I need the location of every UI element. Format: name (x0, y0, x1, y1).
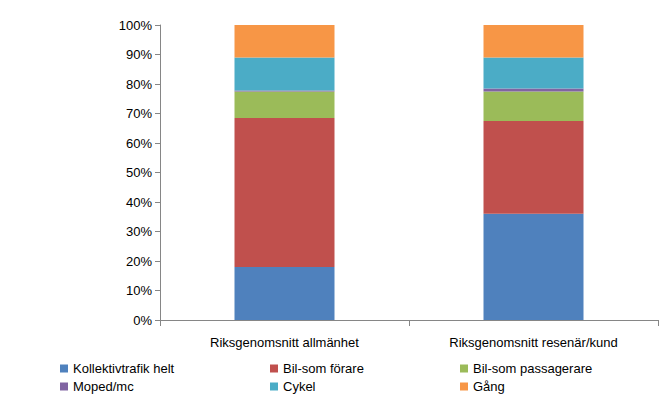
svg-text:Gång: Gång (473, 379, 505, 394)
svg-text:Cykel: Cykel (283, 379, 316, 394)
svg-text:50%: 50% (126, 165, 152, 180)
svg-text:Moped/mc: Moped/mc (73, 379, 134, 394)
svg-text:Kollektivtrafik helt: Kollektivtrafik helt (73, 361, 175, 376)
svg-text:Bil-som passagerare: Bil-som passagerare (473, 361, 592, 376)
svg-text:70%: 70% (126, 106, 152, 121)
svg-text:Riksgenomsnitt resenär/kund: Riksgenomsnitt resenär/kund (449, 335, 617, 350)
svg-text:100%: 100% (119, 18, 153, 33)
svg-text:80%: 80% (126, 77, 152, 92)
svg-text:Bil-som förare: Bil-som förare (283, 361, 364, 376)
svg-text:0%: 0% (133, 313, 152, 328)
svg-text:10%: 10% (126, 283, 152, 298)
svg-text:60%: 60% (126, 136, 152, 151)
svg-text:Riksgenomsnitt allmänhet: Riksgenomsnitt allmänhet (210, 335, 359, 350)
svg-text:20%: 20% (126, 254, 152, 269)
svg-text:90%: 90% (126, 47, 152, 62)
svg-text:30%: 30% (126, 224, 152, 239)
svg-text:40%: 40% (126, 195, 152, 210)
